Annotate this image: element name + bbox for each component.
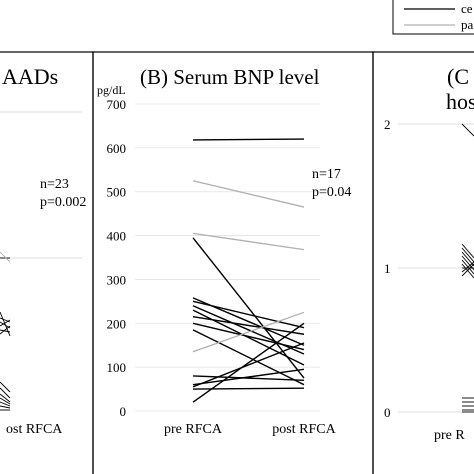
panel-left-p: p=0.002 — [40, 195, 86, 210]
series-line-2 — [192, 180, 305, 208]
panel-right-lines — [461, 123, 474, 413]
y-tick-label: 100 — [107, 360, 127, 375]
y-tick-label: 200 — [107, 316, 127, 331]
x-label-pre: pre RFCA — [164, 422, 223, 437]
legend-label-2: pa — [461, 17, 474, 32]
panel-right: (C hos 2 1 0 pre R — [372, 51, 474, 474]
series-line-3 — [192, 232, 305, 251]
panel-right-tick-0: 0 — [384, 405, 391, 420]
y-tick-label: 0 — [120, 404, 127, 419]
panel-left-xlabel: ost RFCA — [6, 422, 63, 437]
x-label-post: post RFCA — [272, 422, 336, 437]
y-tick-labels: 0 100 200 300 400 500 600 700 — [107, 97, 127, 419]
panel-right-title-1: (C — [447, 64, 469, 89]
series-line-10 — [192, 322, 305, 351]
panel-right-tick-2: 2 — [384, 117, 391, 132]
panel-left: AADs n=23 p=0.002 ost RFCA — [0, 51, 94, 474]
panel-left-n: n=23 — [40, 177, 69, 192]
series-line-14 — [192, 368, 305, 386]
legend-box — [392, 0, 474, 35]
series-line-12 — [192, 311, 305, 353]
panel-left-frame — [0, 51, 94, 474]
series-line-11 — [192, 329, 305, 386]
series-line-1 — [192, 138, 305, 141]
panel-right-tick-1: 1 — [384, 261, 391, 276]
panel-right-xlabel: pre R — [434, 428, 465, 443]
panel-left-gridlines — [0, 111, 82, 259]
legend-label-1: ce — [461, 1, 473, 16]
series-line-13 — [192, 375, 305, 381]
panel-left-title: AADs — [2, 64, 58, 89]
panel-middle-title: (B) Serum BNP level — [140, 65, 320, 89]
y-axis-unit: pg/dL — [97, 83, 126, 97]
y-tick-label: 500 — [107, 185, 127, 200]
series-line-9 — [192, 316, 305, 335]
y-tick-label: 700 — [107, 97, 127, 112]
series-line-15 — [192, 342, 305, 388]
series-line-4 — [192, 237, 305, 379]
y-tick-label: 600 — [107, 141, 127, 156]
series-line-17 — [192, 322, 305, 403]
y-tick-label: 400 — [107, 229, 127, 244]
annotation-p: p=0.04 — [312, 185, 351, 200]
y-tick-label: 300 — [107, 272, 127, 287]
gridlines — [135, 103, 320, 412]
series-line-6 — [192, 300, 305, 329]
panel-middle: (B) Serum BNP level pg/dL 0 100 200 300 400 5… — [92, 51, 374, 474]
panel-right-title-2: hos — [446, 89, 474, 114]
panel-right-frame — [372, 51, 474, 474]
panel-right-gridlines — [398, 123, 474, 413]
series-line-16 — [192, 387, 305, 390]
legend: ce pa — [392, 0, 474, 35]
series-line-7 — [192, 305, 305, 355]
series-lines — [192, 138, 305, 403]
annotation-n: n=17 — [312, 167, 341, 182]
panel-left-lines — [0, 251, 11, 411]
